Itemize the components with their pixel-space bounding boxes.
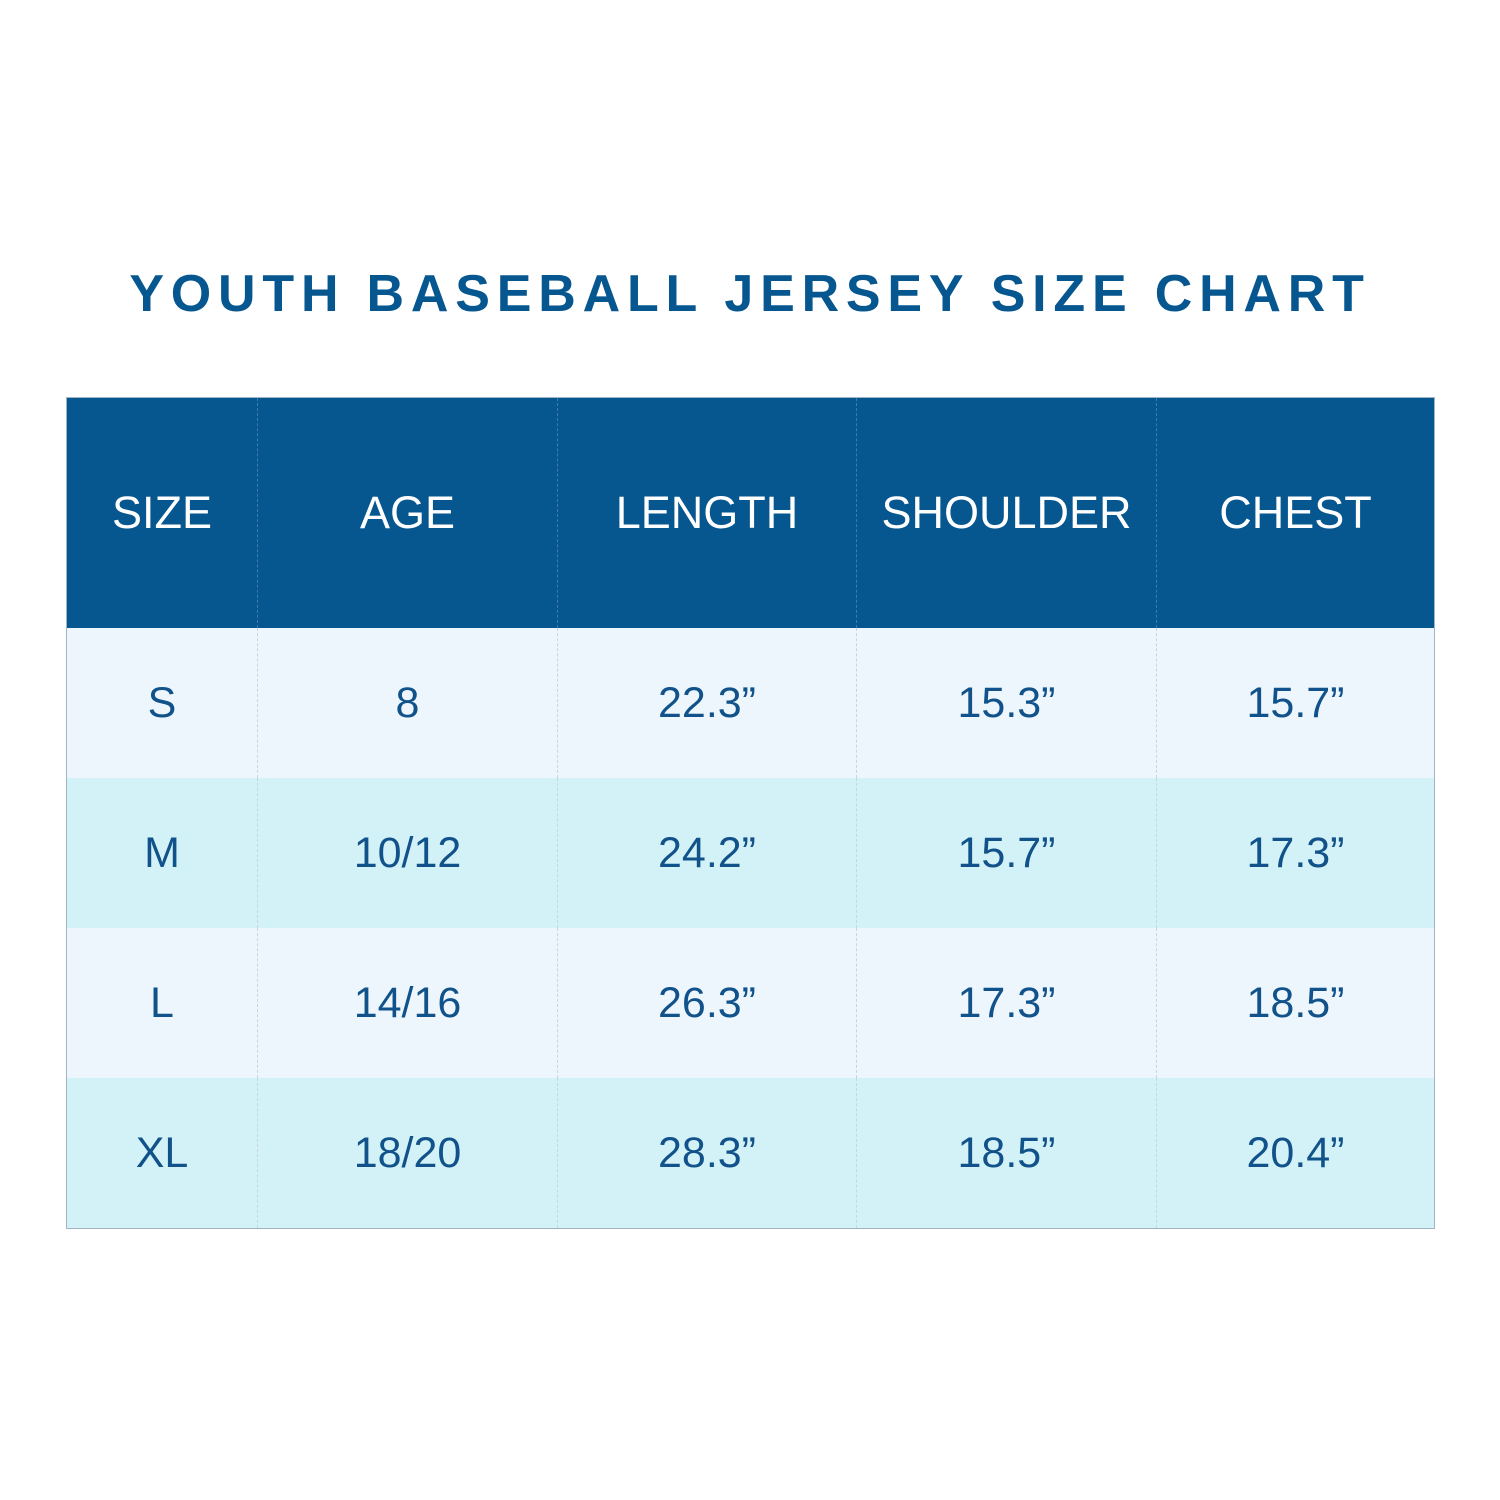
cell-length: 28.3” — [557, 1078, 857, 1229]
cell-chest: 15.7” — [1156, 628, 1435, 778]
cell-shoulder: 15.7” — [856, 778, 1157, 928]
header-shoulder: SHOULDER — [856, 397, 1157, 628]
cell-age: 14/16 — [257, 928, 558, 1078]
header-chest: CHEST — [1156, 397, 1435, 628]
table-row: S 8 22.3” 15.3” 15.7” — [66, 628, 1435, 778]
table-row: XL 18/20 28.3” 18.5” 20.4” — [66, 1078, 1435, 1229]
page-title: YOUTH BASEBALL JERSEY SIZE CHART — [129, 265, 1371, 323]
cell-shoulder: 15.3” — [856, 628, 1157, 778]
cell-length: 22.3” — [557, 628, 857, 778]
cell-shoulder: 18.5” — [856, 1078, 1157, 1229]
cell-chest: 20.4” — [1156, 1078, 1435, 1229]
table-row: M 10/12 24.2” 15.7” 17.3” — [66, 778, 1435, 928]
size-chart-table: SIZE AGE LENGTH SHOULDER CHEST S 8 22.3”… — [66, 397, 1435, 1229]
header-age: AGE — [257, 397, 558, 628]
cell-size: XL — [66, 1078, 258, 1229]
table-row: L 14/16 26.3” 17.3” 18.5” — [66, 928, 1435, 1078]
cell-size: M — [66, 778, 258, 928]
header-length: LENGTH — [557, 397, 857, 628]
cell-length: 26.3” — [557, 928, 857, 1078]
table-header-row: SIZE AGE LENGTH SHOULDER CHEST — [66, 397, 1435, 628]
cell-chest: 18.5” — [1156, 928, 1435, 1078]
cell-age: 18/20 — [257, 1078, 558, 1229]
cell-length: 24.2” — [557, 778, 857, 928]
header-size: SIZE — [66, 397, 258, 628]
cell-age: 10/12 — [257, 778, 558, 928]
cell-age: 8 — [257, 628, 558, 778]
cell-chest: 17.3” — [1156, 778, 1435, 928]
cell-shoulder: 17.3” — [856, 928, 1157, 1078]
cell-size: S — [66, 628, 258, 778]
cell-size: L — [66, 928, 258, 1078]
